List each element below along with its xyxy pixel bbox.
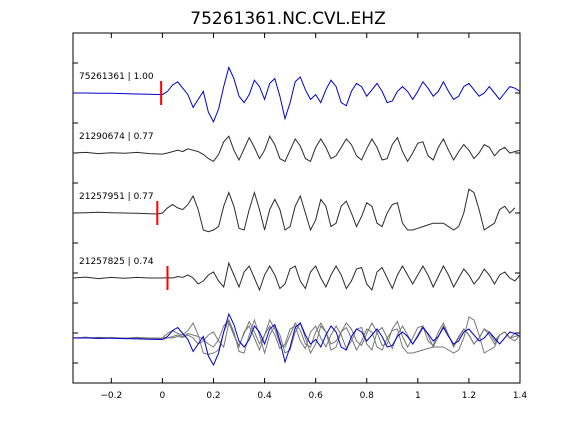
x-tick-label: 1.4: [513, 391, 528, 401]
x-tick-label: 0.6: [308, 391, 323, 401]
trace-line-0: [73, 65, 521, 123]
overlay-group: [72, 312, 521, 367]
trace-label-2: 21257951 | 0.77: [79, 192, 154, 202]
x-tick-label: 0.2: [206, 391, 220, 401]
trace-group: [72, 65, 521, 292]
x-tick-label: 1: [415, 391, 421, 401]
trace-labels: 75261361 | 1.00 21290674 | 0.77 21257951 |…: [79, 72, 154, 267]
trace-label-3: 21257825 | 0.74: [79, 257, 154, 267]
x-tick-label: −0.2: [100, 391, 122, 401]
overlay-line-3: [72, 321, 521, 352]
trace-line-1: [72, 135, 521, 163]
trace-line-3: [72, 261, 521, 292]
overlay-line-2: [72, 316, 516, 356]
x-axis: −0.2 0 0.2 0.4 0.6 0.8 1 1.2 1.4: [73, 33, 527, 401]
overlay-line-0: [73, 312, 521, 367]
chart-title: 75261361.NC.CVL.EHZ: [190, 9, 385, 29]
x-tick-label: 0.4: [257, 391, 272, 401]
x-tick-label: 0: [160, 391, 166, 401]
trace-line-2: [72, 188, 516, 233]
x-tick-label: 1.2: [462, 391, 476, 401]
x-tick-label: 0.8: [360, 391, 375, 401]
trace-label-1: 21290674 | 0.77: [79, 132, 154, 142]
trace-label-0: 75261361 | 1.00: [79, 72, 154, 82]
